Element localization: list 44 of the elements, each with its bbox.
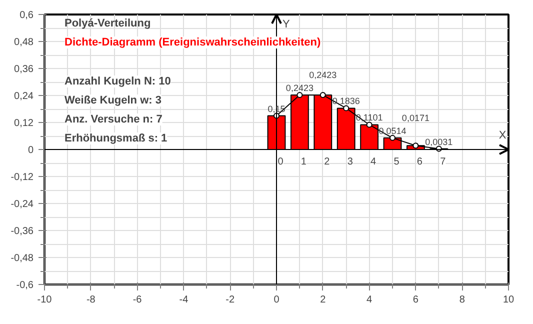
- annotation: Weiße Kugeln w: 3: [64, 94, 162, 106]
- annotation: Erhöhungsmaß s: 1: [64, 132, 168, 144]
- annotation: 3: [347, 156, 354, 168]
- x-tick-label: 4: [366, 294, 373, 306]
- y-tick-label: -0,48: [10, 253, 34, 264]
- annotation: X: [498, 130, 507, 142]
- x-tick-label: 2: [320, 294, 326, 306]
- annotation: 6: [416, 156, 423, 168]
- annotation: 4: [370, 156, 377, 168]
- y-tick-label: -0,6: [16, 280, 34, 291]
- annotation: Anz. Versuche n: 7: [64, 114, 162, 126]
- annotation: 7: [440, 156, 446, 168]
- y-tick-label: 0,36: [14, 64, 34, 75]
- x-tick-label: 0: [274, 294, 280, 306]
- x-tick-label: -8: [86, 294, 96, 306]
- y-tick-label: -0,24: [10, 199, 34, 210]
- data-label: 0,2423: [286, 82, 314, 93]
- y-tick-label: 0,48: [14, 37, 34, 48]
- annotation: 5: [394, 156, 400, 168]
- y-tick-label: 0,12: [14, 118, 34, 129]
- annotation: Anzahl Kugeln N: 10: [64, 76, 171, 88]
- annotation: 0: [278, 156, 284, 168]
- x-tick-label: -2: [226, 294, 235, 306]
- annotation: 2: [324, 156, 330, 168]
- y-tick-label: 0: [28, 145, 34, 156]
- x-tick-label: 10: [502, 294, 514, 306]
- y-tick-label: 0,24: [14, 91, 34, 102]
- text: Dichte-Diagramm (Ereigniswahrscheinlichkeiten): [64, 36, 321, 48]
- y-tick-label: 0,6: [20, 10, 34, 21]
- x-tick-label: -10: [37, 294, 52, 306]
- chart-title: Polyá-Verteilung: [64, 18, 151, 30]
- annotation: 1: [300, 156, 307, 168]
- data-label: 0,1836: [332, 96, 360, 106]
- x-tick-label: 6: [412, 294, 419, 306]
- x-tick-label: 8: [459, 294, 466, 306]
- annotation: Y: [282, 18, 290, 30]
- x-tick-label: -6: [132, 294, 142, 306]
- data-label: 0,0171: [402, 112, 430, 123]
- data-label: 0,0514: [378, 126, 406, 136]
- y-tick-label: -0,12: [10, 172, 34, 183]
- data-label: 0,2423: [309, 70, 337, 80]
- y-tick-label: -0,36: [10, 226, 34, 237]
- x-tick-label: -4: [179, 294, 189, 306]
- data-label: 0,0031: [425, 136, 453, 147]
